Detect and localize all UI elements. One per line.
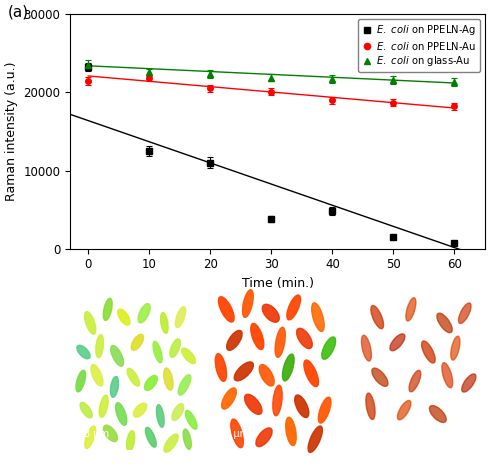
- Ellipse shape: [110, 377, 118, 397]
- Ellipse shape: [164, 434, 178, 452]
- Ellipse shape: [164, 368, 173, 390]
- Ellipse shape: [118, 309, 130, 325]
- Ellipse shape: [296, 328, 312, 349]
- Ellipse shape: [312, 303, 324, 332]
- Ellipse shape: [398, 401, 411, 420]
- Text: (d): (d): [356, 280, 374, 293]
- Ellipse shape: [178, 375, 191, 395]
- Ellipse shape: [458, 303, 471, 324]
- Ellipse shape: [451, 336, 460, 360]
- Ellipse shape: [134, 403, 146, 417]
- Ellipse shape: [231, 419, 243, 448]
- Ellipse shape: [275, 327, 285, 358]
- Ellipse shape: [116, 403, 127, 425]
- Ellipse shape: [84, 312, 96, 334]
- Ellipse shape: [172, 403, 184, 420]
- Ellipse shape: [437, 313, 452, 333]
- Ellipse shape: [110, 345, 124, 366]
- Ellipse shape: [85, 426, 96, 448]
- Ellipse shape: [146, 427, 156, 447]
- Ellipse shape: [104, 298, 112, 320]
- Ellipse shape: [366, 393, 375, 420]
- Ellipse shape: [182, 348, 196, 364]
- Ellipse shape: [390, 334, 405, 351]
- Ellipse shape: [318, 397, 331, 423]
- Y-axis label: Raman intensity (a.u.): Raman intensity (a.u.): [4, 62, 18, 201]
- Ellipse shape: [80, 403, 92, 418]
- Text: (c): (c): [216, 280, 232, 293]
- Ellipse shape: [256, 428, 272, 447]
- Ellipse shape: [422, 341, 435, 363]
- Text: (b): (b): [76, 280, 93, 293]
- Ellipse shape: [409, 370, 421, 392]
- Ellipse shape: [260, 365, 274, 386]
- Ellipse shape: [127, 368, 140, 386]
- Ellipse shape: [308, 426, 322, 452]
- Ellipse shape: [242, 290, 253, 317]
- Ellipse shape: [442, 363, 452, 388]
- Ellipse shape: [183, 429, 192, 449]
- Text: 13 μm: 13 μm: [358, 429, 390, 439]
- Ellipse shape: [294, 395, 309, 418]
- Text: (a): (a): [8, 5, 29, 20]
- Ellipse shape: [218, 297, 234, 322]
- Ellipse shape: [186, 411, 197, 429]
- Ellipse shape: [286, 417, 296, 446]
- Ellipse shape: [262, 304, 280, 322]
- Ellipse shape: [170, 339, 180, 358]
- Ellipse shape: [153, 341, 162, 363]
- Ellipse shape: [104, 425, 118, 442]
- Ellipse shape: [282, 354, 294, 381]
- Ellipse shape: [406, 298, 416, 321]
- Ellipse shape: [216, 354, 226, 381]
- Ellipse shape: [160, 313, 168, 333]
- Ellipse shape: [77, 345, 90, 359]
- Legend: $\it{E.\ coli}$ on PPELN-Ag, $\it{E.\ coli}$ on PPELN-Au, $\it{E.\ coli}$ on gla: $\it{E.\ coli}$ on PPELN-Ag, $\it{E.\ co…: [358, 19, 480, 72]
- Ellipse shape: [91, 364, 103, 386]
- Ellipse shape: [372, 368, 388, 386]
- Ellipse shape: [304, 360, 318, 386]
- Ellipse shape: [156, 404, 164, 427]
- Ellipse shape: [287, 295, 300, 320]
- Ellipse shape: [462, 374, 476, 392]
- Ellipse shape: [226, 331, 242, 350]
- X-axis label: Time (min.): Time (min.): [242, 277, 314, 290]
- Ellipse shape: [371, 306, 384, 329]
- Ellipse shape: [273, 385, 282, 416]
- Ellipse shape: [430, 405, 446, 422]
- Ellipse shape: [234, 362, 254, 381]
- Ellipse shape: [96, 335, 104, 358]
- Ellipse shape: [251, 324, 264, 350]
- Ellipse shape: [362, 335, 372, 361]
- Ellipse shape: [244, 394, 262, 414]
- Ellipse shape: [138, 304, 150, 323]
- Ellipse shape: [131, 334, 143, 350]
- Ellipse shape: [222, 388, 236, 409]
- Ellipse shape: [322, 337, 336, 359]
- Text: 13 μm: 13 μm: [78, 429, 109, 439]
- Ellipse shape: [99, 395, 108, 417]
- Ellipse shape: [76, 370, 86, 392]
- Text: 13 μm: 13 μm: [218, 429, 250, 439]
- Ellipse shape: [176, 307, 186, 327]
- Ellipse shape: [144, 376, 158, 391]
- Ellipse shape: [126, 431, 134, 452]
